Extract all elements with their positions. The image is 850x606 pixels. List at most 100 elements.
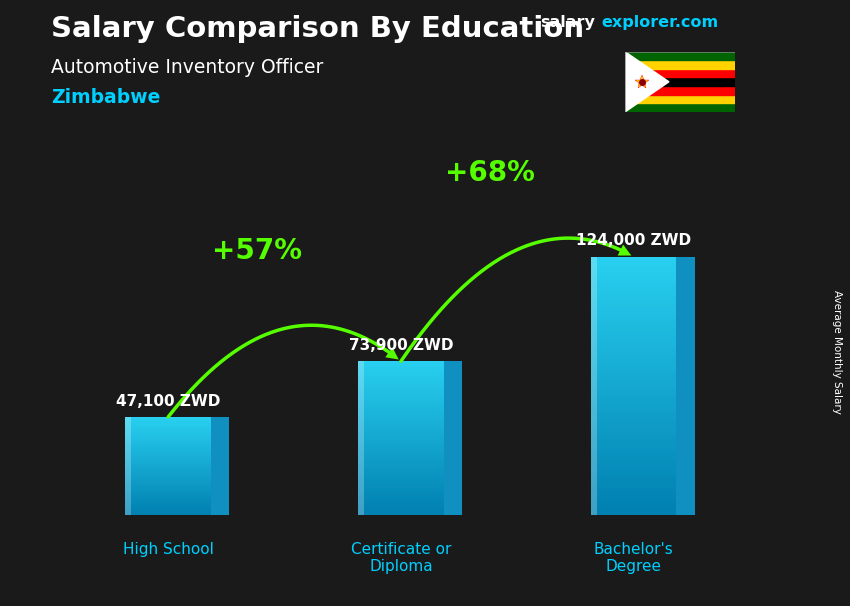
Bar	[591, 370, 677, 373]
Bar	[359, 421, 444, 423]
Text: explorer.com: explorer.com	[602, 15, 719, 30]
Bar	[126, 423, 211, 424]
Bar	[126, 475, 211, 476]
Bar	[591, 288, 677, 290]
Bar	[359, 390, 444, 392]
Bar	[359, 396, 444, 398]
Bar	[591, 422, 677, 425]
Bar	[359, 458, 444, 460]
Bar	[126, 465, 211, 466]
Bar	[126, 452, 211, 453]
Bar	[359, 387, 444, 389]
Bar	[359, 375, 444, 376]
Bar	[359, 379, 444, 381]
Text: Bachelor's
Degree: Bachelor's Degree	[594, 542, 674, 574]
Bar	[591, 476, 677, 479]
Bar	[359, 473, 444, 475]
Bar	[359, 410, 444, 412]
Bar	[591, 461, 677, 464]
Bar	[359, 392, 444, 393]
Bar	[359, 383, 444, 384]
Bar	[591, 278, 677, 280]
Bar	[591, 399, 677, 401]
Bar	[126, 447, 211, 448]
Bar	[625, 69, 735, 78]
Bar	[126, 502, 211, 504]
Bar	[126, 483, 211, 484]
Bar	[359, 513, 444, 515]
Text: Zimbabwe: Zimbabwe	[51, 88, 161, 107]
Bar	[359, 498, 444, 500]
Bar	[126, 450, 211, 451]
Bar	[126, 493, 211, 494]
Bar	[359, 470, 444, 472]
Bar	[591, 311, 677, 314]
Bar	[359, 376, 444, 378]
Bar	[126, 488, 211, 490]
Bar	[591, 296, 677, 298]
Bar	[126, 418, 211, 419]
Bar	[591, 458, 677, 461]
Bar	[591, 373, 677, 376]
Bar	[126, 439, 211, 441]
Bar	[126, 421, 211, 422]
Bar	[126, 435, 211, 436]
Bar	[359, 509, 444, 510]
Bar	[591, 335, 677, 337]
Bar	[126, 455, 211, 456]
Bar	[591, 438, 677, 440]
Bar	[591, 471, 677, 474]
Bar	[359, 361, 365, 515]
Bar	[591, 482, 677, 484]
Bar	[359, 453, 444, 455]
Bar	[591, 391, 677, 394]
Bar	[591, 270, 677, 272]
Bar	[126, 422, 211, 423]
Bar	[591, 337, 677, 339]
Bar	[591, 384, 677, 386]
Bar	[126, 490, 211, 491]
Bar	[359, 395, 444, 396]
Bar	[591, 350, 677, 352]
Text: Automotive Inventory Officer: Automotive Inventory Officer	[51, 58, 323, 76]
Bar	[359, 478, 444, 480]
Bar	[591, 404, 677, 407]
Bar	[359, 440, 444, 441]
Bar	[126, 462, 211, 463]
Bar	[126, 513, 211, 514]
Bar	[126, 501, 211, 502]
Text: 73,900 ZWD: 73,900 ZWD	[348, 338, 453, 353]
Bar	[359, 472, 444, 473]
Bar	[359, 399, 444, 401]
Bar	[126, 424, 211, 425]
Bar	[591, 466, 677, 468]
Bar	[591, 415, 677, 417]
Bar	[359, 413, 444, 415]
Bar	[359, 364, 444, 366]
Bar	[359, 429, 444, 430]
Bar	[126, 504, 211, 505]
Bar	[591, 345, 677, 347]
Bar	[126, 474, 211, 475]
Bar	[625, 60, 735, 69]
Bar	[591, 363, 677, 365]
Bar	[126, 499, 211, 501]
Bar	[591, 319, 677, 321]
Text: Salary Comparison By Education: Salary Comparison By Education	[51, 15, 584, 43]
Bar	[126, 506, 211, 507]
Bar	[591, 339, 677, 342]
Bar	[591, 440, 677, 443]
Bar	[591, 327, 677, 329]
Bar	[591, 489, 677, 492]
Bar	[591, 396, 677, 399]
Bar	[591, 456, 677, 458]
Bar	[591, 321, 677, 324]
Bar	[591, 314, 677, 316]
Text: 47,100 ZWD: 47,100 ZWD	[116, 394, 220, 408]
Bar	[591, 417, 677, 419]
Bar	[591, 419, 677, 422]
Bar	[126, 417, 211, 418]
Bar	[359, 487, 444, 489]
Bar	[359, 418, 444, 420]
Bar	[126, 458, 211, 459]
